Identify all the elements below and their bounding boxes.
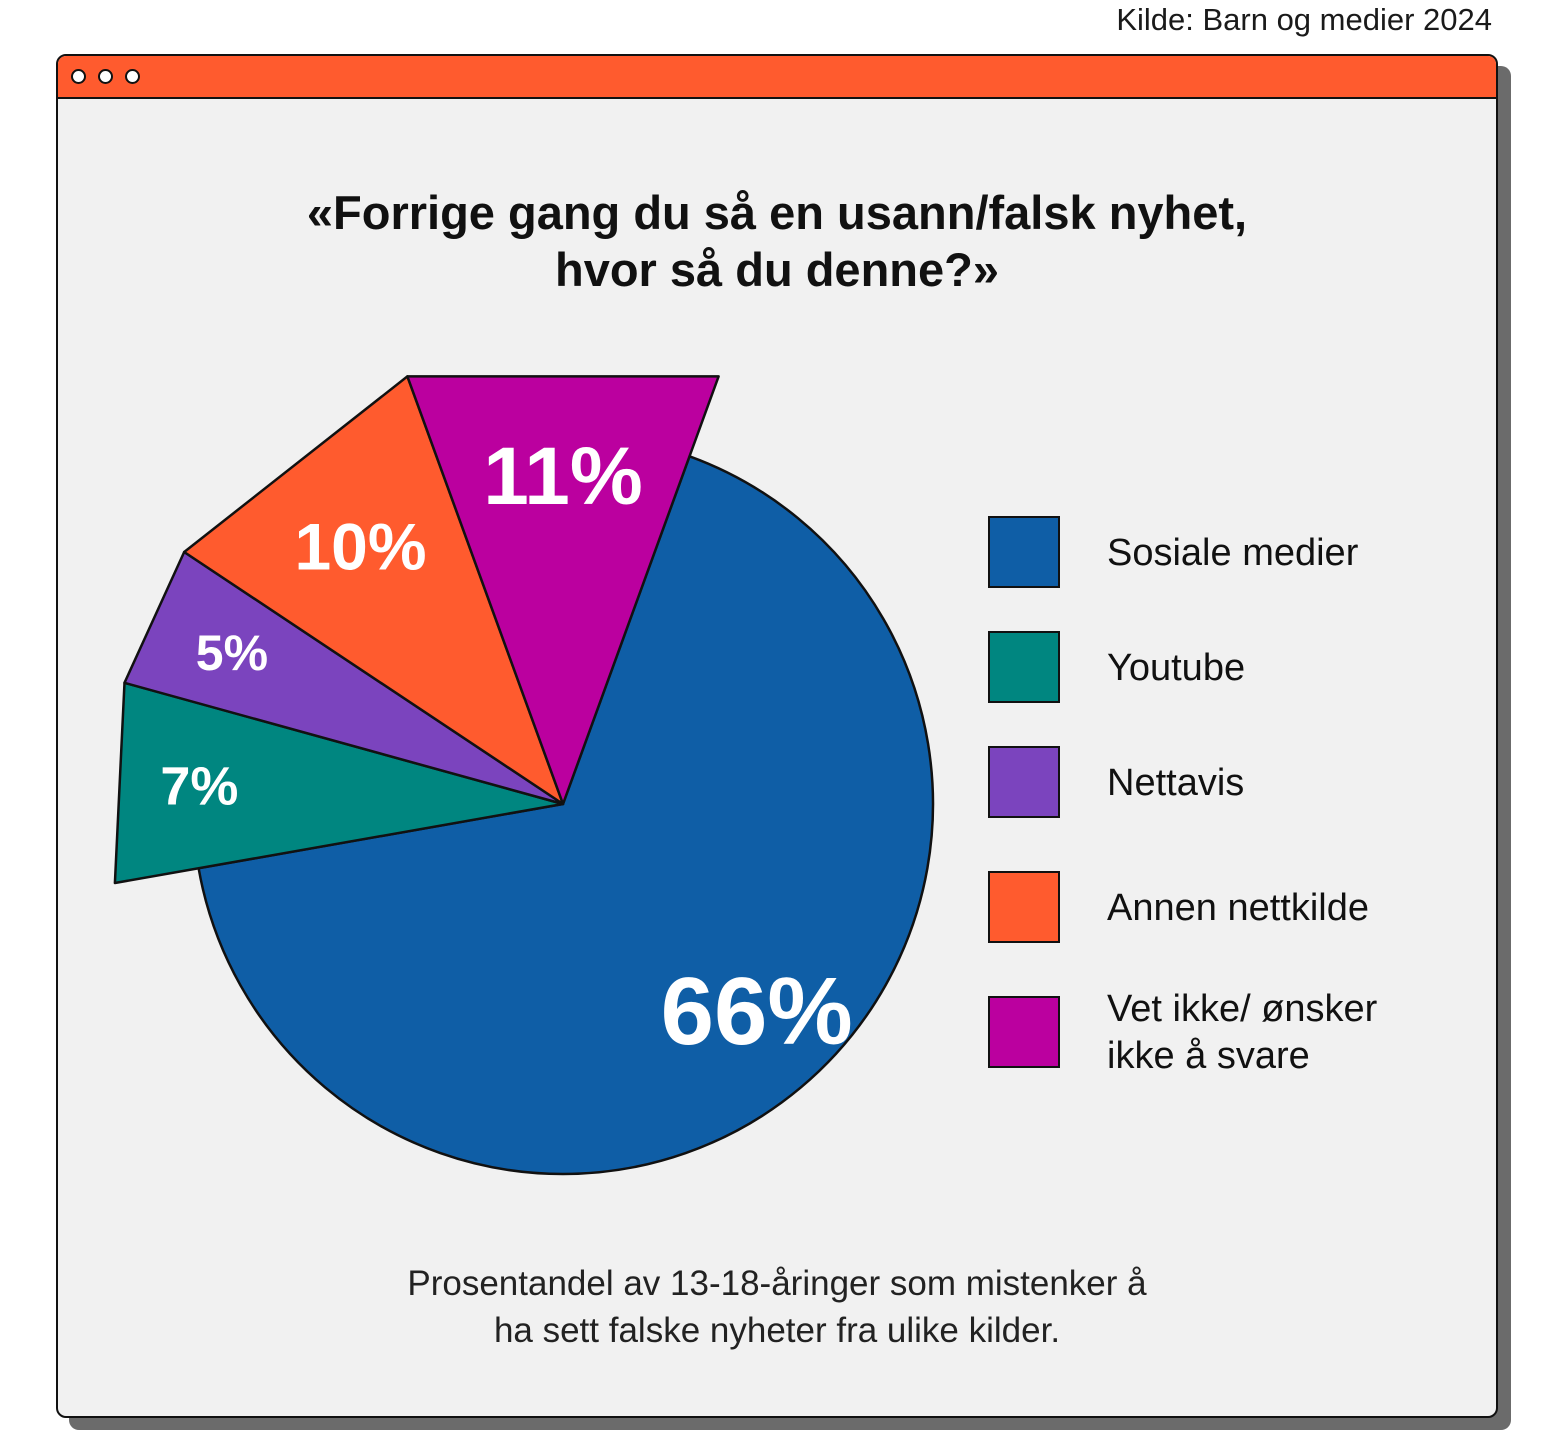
- legend-label-line: Vet ikke/ ønsker: [1107, 988, 1378, 1030]
- window-dot-icon: [71, 69, 86, 84]
- window-dot-icon: [98, 69, 113, 84]
- legend-label: Vet ikke/ ønsker ikke å svare: [1107, 986, 1377, 1080]
- pie-slices: [113, 375, 935, 1176]
- chart-title-line: «Forrige gang du så en usann/falsk nyhet…: [306, 186, 1248, 239]
- legend-label-line: ikke å svare: [1107, 1035, 1310, 1077]
- legend-swatch: [988, 871, 1060, 943]
- window-dot-icon: [125, 69, 140, 84]
- pie-data-label: 5%: [196, 625, 268, 681]
- browser-window-frame: «Forrige gang du så en usann/falsk nyhet…: [56, 54, 1498, 1418]
- legend-swatch: [988, 516, 1060, 588]
- caption-line: ha sett falske nyheter fra ulike kilder.: [493, 1311, 1061, 1350]
- source-note: Kilde: Barn og medier 2024: [1116, 2, 1492, 37]
- legend-label: Annen nettkilde: [1107, 887, 1369, 929]
- legend-label: Youtube: [1107, 647, 1246, 689]
- legend-swatch: [988, 996, 1060, 1068]
- pie-data-label: 10%: [294, 510, 426, 584]
- pie-labels: 66% 7% 5% 10% 11%: [160, 431, 852, 1065]
- chart-title: «Forrige gang du så en usann/falsk nyhet…: [58, 184, 1496, 298]
- pie-slice-sosiale-medier: [197, 455, 935, 1176]
- legend-label: Sosiale medier: [1107, 532, 1359, 574]
- pie-data-label: 66%: [661, 958, 853, 1065]
- legend-swatch: [988, 746, 1060, 818]
- legend-label: Nettavis: [1107, 762, 1245, 804]
- legend-swatch: [988, 631, 1060, 703]
- pie-data-label: 7%: [160, 757, 238, 817]
- caption-line: Prosentandel av 13-18-åringer som misten…: [407, 1264, 1147, 1303]
- window-titlebar: [58, 56, 1496, 99]
- pie-slice-vet-ikke-ønsker-ikke-å-svare: [406, 375, 720, 806]
- pie-chart: 66% 7% 5% 10% 11%: [113, 375, 935, 1176]
- pie-data-label: 11%: [483, 431, 643, 522]
- chart-caption: Prosentandel av 13-18-åringer som misten…: [58, 1260, 1496, 1354]
- chart-title-line: hvor så du denne?»: [555, 243, 999, 296]
